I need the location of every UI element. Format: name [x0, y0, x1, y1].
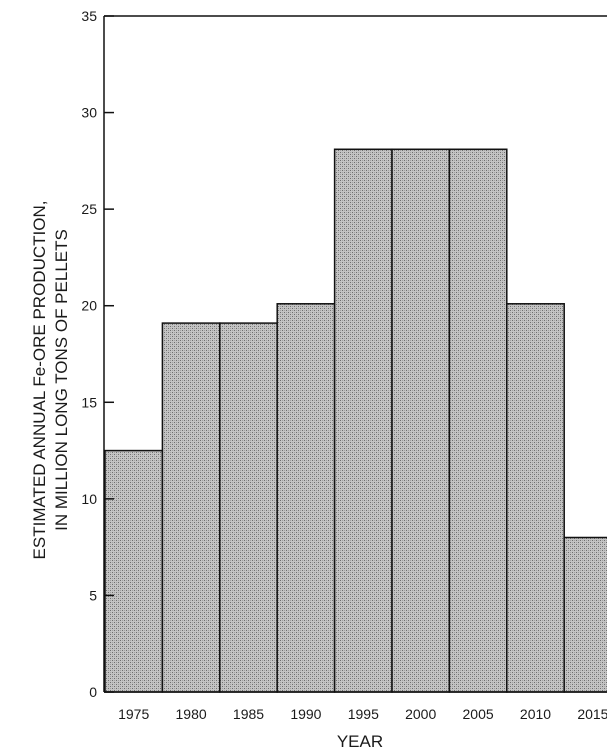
x-tick-label-2010: 2010	[520, 706, 551, 722]
bar-2010	[506, 303, 565, 693]
bars-group	[104, 148, 607, 693]
x-tick-label-1990: 1990	[290, 706, 321, 722]
y-tick-label-0: 0	[89, 684, 97, 700]
y-tick-label-30: 30	[81, 105, 97, 121]
y-tick-label-25: 25	[81, 201, 97, 217]
y-tick-label-10: 10	[81, 491, 97, 507]
bar-2000	[391, 148, 451, 693]
y-tick-label-5: 5	[89, 587, 97, 603]
y-tick-label-35: 35	[81, 8, 97, 24]
bar-1995	[333, 148, 393, 693]
x-tick-label-1975: 1975	[118, 706, 149, 722]
x-tick-label-1985: 1985	[233, 706, 264, 722]
y-tick-label-15: 15	[81, 394, 97, 410]
x-tick-label-1980: 1980	[176, 706, 207, 722]
bar-1985	[219, 322, 278, 693]
y-tick-label-20: 20	[81, 298, 97, 314]
y-axis-title-line1: ESTIMATED ANNUAL Fe-ORE PRODUCTION,	[30, 201, 49, 560]
y-ticks-group: 0 5 10 15 20 25 30 35	[81, 8, 114, 700]
x-tick-label-2015: 2015	[577, 706, 607, 722]
x-tick-label-2000: 2000	[405, 706, 436, 722]
y-axis-title-line2: IN MILLION LONG TONS OF PELLETS	[52, 229, 71, 531]
bar-1975	[104, 449, 164, 693]
x-axis-title: YEAR	[337, 732, 383, 751]
x-tick-label-2005: 2005	[463, 706, 494, 722]
bar-2015	[563, 536, 607, 693]
x-ticks-group: 1975 1980 1985 1990 1995 2000 2005 2010 2015	[118, 706, 607, 722]
bar-1980	[161, 322, 221, 693]
bar-1990	[276, 303, 336, 693]
y-axis-title: ESTIMATED ANNUAL Fe-ORE PRODUCTION, IN M…	[30, 201, 71, 560]
x-tick-label-1995: 1995	[348, 706, 379, 722]
bar-2005	[448, 148, 508, 693]
